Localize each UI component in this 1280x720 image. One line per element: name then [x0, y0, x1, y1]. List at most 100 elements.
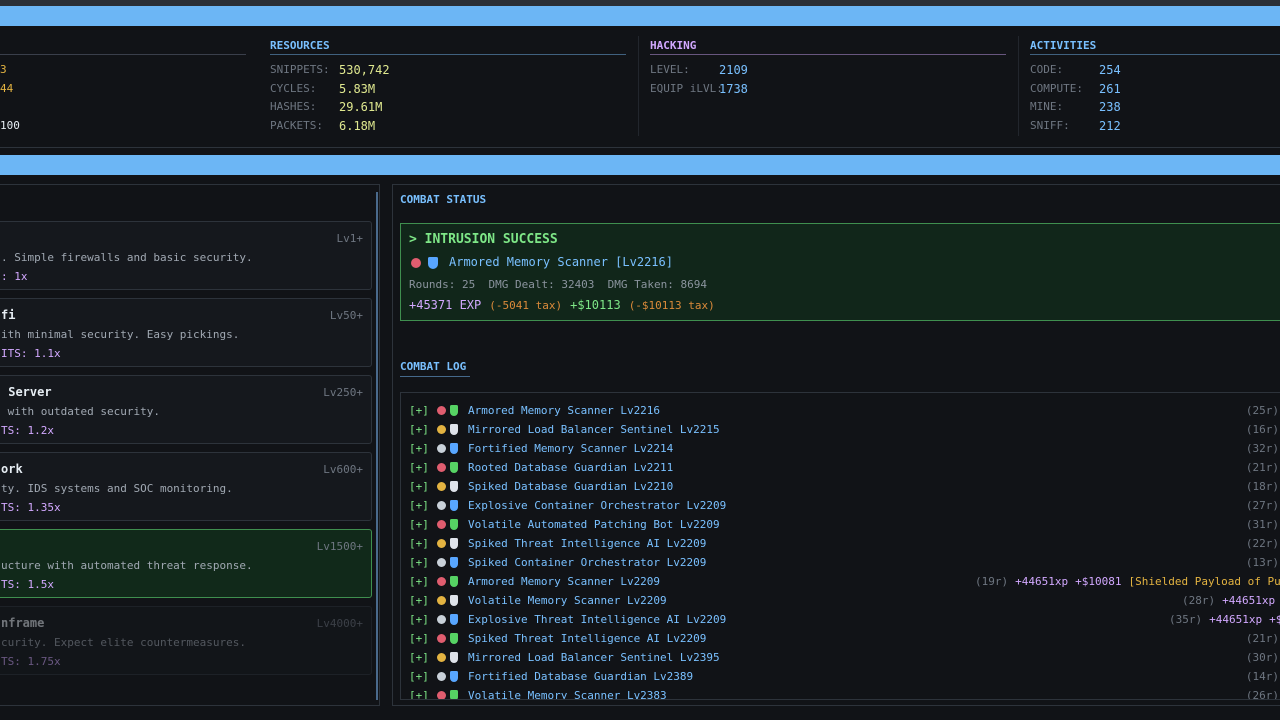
- icon: [450, 614, 458, 625]
- enemy-name: Rooted Database Guardian Lv2211: [468, 461, 674, 474]
- zone-card[interactable]: nframe Lv4000+ curity. Expect elite counte…: [0, 606, 372, 675]
- zone-card[interactable]: Lv1+ . Simple firewalls and basic securit…: [0, 221, 372, 290]
- rounds: (35r): [1169, 613, 1203, 626]
- icon: [437, 501, 446, 510]
- log-marker: [+]: [409, 613, 429, 626]
- icon: [450, 500, 458, 511]
- zone-level: Lv250+: [323, 386, 363, 399]
- log-marker: [+]: [409, 670, 429, 683]
- stat-value: 261: [1099, 81, 1121, 96]
- rewards: +45371 EXP (-5041 tax) +$10113 (-$10113 tax…: [409, 298, 715, 312]
- rounds: (13r): [1245, 556, 1279, 569]
- result: > INTRUSION SUCCESS: [409, 232, 558, 247]
- zone-level: Lv1500+: [316, 540, 363, 553]
- zone-level: Lv1+: [336, 232, 364, 245]
- icon: [450, 633, 458, 644]
- zone-card[interactable]: Server Lv250+ with outdated security. TS: …: [0, 375, 372, 444]
- stats-panel: [0, 26, 1280, 148]
- log-tail: (28r)+44651xp+: [1182, 594, 1280, 607]
- icon: [437, 653, 446, 662]
- rounds: (22r): [1245, 537, 1279, 550]
- header-line: [0, 54, 246, 55]
- rounds: (14r): [1245, 670, 1279, 683]
- title-underline: [400, 376, 470, 377]
- reward-exp: +45371 EXP: [409, 298, 482, 312]
- icon: [437, 615, 446, 624]
- icon: [437, 539, 446, 548]
- stat-label: HASHES:: [270, 100, 317, 113]
- stat-value: 3: [0, 63, 7, 76]
- col-divider: [1018, 36, 1019, 136]
- rounds: (27r): [1245, 499, 1279, 512]
- rounds: (21r): [1245, 632, 1279, 645]
- stat-value: 29.61M: [339, 100, 383, 114]
- zone-description: ucture with automated threat response.: [1, 559, 253, 572]
- stat-value: 5.83M: [339, 81, 376, 96]
- log-marker: [+]: [409, 480, 429, 493]
- icon: [450, 519, 458, 530]
- stat-label: MINE:: [1030, 100, 1064, 113]
- icon: [437, 577, 446, 586]
- header-bar: [0, 6, 1280, 26]
- log-marker: [+]: [409, 537, 429, 550]
- enemy-name: Volatile Memory Scanner Lv2209: [468, 594, 667, 607]
- log-marker: [+]: [409, 461, 429, 474]
- stat-label: CYCLES:: [270, 81, 317, 95]
- zone-card[interactable]: fi Lv50+ ith minimal security. Easy pickin…: [0, 298, 372, 367]
- column-title: ACTIVITIES: [1030, 39, 1097, 52]
- enemy-name: Volatile Automated Patching Bot Lv2209: [468, 518, 720, 531]
- enemy-name: Volatile Memory Scanner Lv2383: [468, 689, 667, 700]
- zone-multiplier: ITS: 1.1x: [1, 347, 61, 360]
- log-marker: [+]: [409, 689, 429, 700]
- enemy-name: Fortified Database Guardian Lv2389: [468, 670, 694, 683]
- zone-card[interactable]: ork Lv600+ ty. IDS systems and SOC monitor…: [0, 452, 372, 521]
- rounds: (28r): [1182, 594, 1216, 607]
- icon: [450, 405, 458, 416]
- log-marker: [+]: [409, 499, 429, 512]
- rounds: (31r): [1245, 518, 1279, 531]
- reward-money: +$10113: [570, 298, 621, 312]
- section-title: COMBAT STATUS: [400, 193, 487, 206]
- zone-title: nframe: [1, 616, 45, 630]
- icon: [437, 520, 446, 529]
- money: +$10081: [1075, 575, 1122, 588]
- stat-label: CODE:: [1030, 63, 1064, 76]
- icon: [437, 425, 446, 434]
- icon: [437, 596, 446, 605]
- xp: +44651xp: [1222, 594, 1276, 607]
- log-marker: [+]: [409, 556, 429, 569]
- icon: [450, 576, 458, 587]
- zone-multiplier: : 1x: [1, 270, 28, 283]
- stat-value: 254: [1099, 63, 1121, 77]
- enemy-name: Fortified Memory Scanner Lv2214: [468, 442, 674, 455]
- icon: [437, 406, 446, 415]
- section-bar: [0, 155, 1280, 175]
- stat-value: 100: [0, 118, 20, 132]
- scrollbar[interactable]: [376, 192, 378, 700]
- stat-value: 212: [1099, 118, 1121, 133]
- rounds: (30r): [1245, 651, 1279, 664]
- enemy-name: Spiked Threat Intelligence AI Lv2209: [468, 632, 707, 645]
- rounds: (32r): [1245, 442, 1279, 455]
- zone-multiplier: TS: 1.35x: [1, 501, 61, 514]
- column-title: HACKING: [650, 39, 697, 52]
- enemy-name: Explosive Threat Intelligence AI Lv2209: [468, 613, 727, 626]
- enemy-name: Spiked Database Guardian Lv2210: [468, 480, 674, 493]
- zone-card[interactable]: Lv1500+ ucture with automated threat resp…: [0, 529, 372, 598]
- icon: [450, 671, 458, 682]
- rounds: (18r): [1245, 480, 1279, 493]
- zone-level: Lv4000+: [316, 617, 363, 630]
- rounds: (19r): [975, 575, 1009, 588]
- zone-description: with outdated security.: [1, 405, 160, 418]
- rounds: (25r): [1245, 404, 1279, 417]
- header-line: [270, 54, 626, 55]
- col-divider: [638, 36, 639, 136]
- stat-value: 1738: [719, 81, 748, 96]
- rounds: (16r): [1245, 423, 1279, 436]
- zone-description: ty. IDS systems and SOC monitoring.: [1, 482, 233, 495]
- log-marker: [+]: [409, 518, 429, 531]
- enemy-name: Mirrored Load Balancer Sentinel Lv2215: [468, 423, 720, 436]
- log-marker: [+]: [409, 575, 429, 588]
